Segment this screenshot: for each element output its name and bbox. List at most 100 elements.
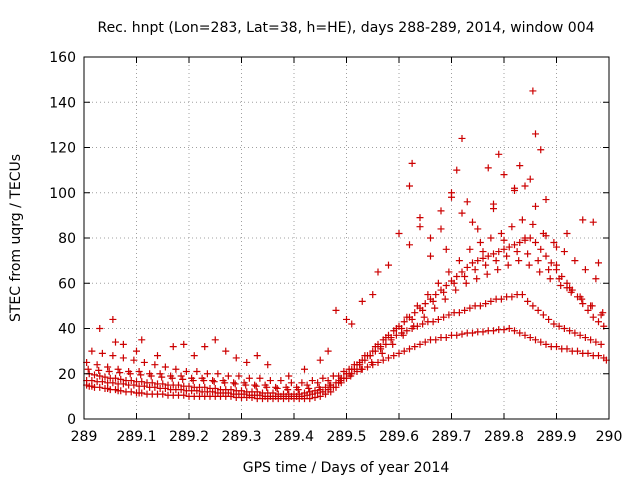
data-point — [256, 374, 264, 382]
data-point — [358, 297, 366, 305]
data-point — [284, 386, 292, 394]
data-point — [182, 367, 190, 375]
data-point — [555, 275, 563, 283]
data-point — [238, 387, 245, 395]
data-point — [264, 361, 272, 369]
y-tick-label: 100 — [49, 186, 76, 202]
data-point — [96, 372, 104, 380]
data-point — [484, 164, 492, 172]
data-point — [133, 347, 140, 355]
data-point — [374, 358, 382, 366]
data-point — [584, 306, 592, 314]
data-point — [513, 248, 521, 256]
data-point — [476, 239, 484, 247]
data-point — [463, 198, 471, 206]
data-point — [455, 257, 463, 265]
data-point — [324, 347, 332, 355]
data-point — [114, 365, 122, 373]
data-point — [105, 367, 113, 375]
data-point — [461, 306, 469, 314]
data-point — [542, 252, 550, 260]
data-point — [587, 336, 595, 344]
data-point — [127, 388, 135, 396]
data-point — [589, 313, 597, 321]
data-point — [463, 263, 471, 271]
data-point — [471, 266, 479, 274]
data-point — [532, 202, 539, 210]
data-point — [442, 245, 450, 253]
data-point — [419, 320, 427, 328]
x-tick-label: 289.5 — [326, 429, 366, 445]
data-point — [516, 239, 524, 247]
x-tick-label: 289 — [71, 429, 98, 445]
data-point — [403, 327, 411, 335]
x-tick-label: 289.7 — [431, 429, 471, 445]
data-point — [180, 340, 188, 348]
y-tick-label: 0 — [67, 412, 76, 428]
data-point — [159, 390, 167, 398]
data-point — [138, 378, 146, 386]
data-point — [490, 327, 497, 335]
data-point — [332, 306, 340, 314]
data-point — [434, 279, 442, 287]
data-point — [432, 291, 440, 299]
data-point — [203, 370, 211, 378]
data-point — [581, 266, 589, 274]
data-point — [347, 372, 355, 380]
data-point — [473, 275, 481, 283]
data-point — [314, 379, 322, 387]
data-point — [557, 282, 565, 290]
data-point — [455, 309, 463, 317]
data-point — [542, 340, 550, 348]
data-point — [221, 379, 229, 387]
data-point — [408, 315, 416, 323]
data-point — [495, 150, 503, 158]
x-axis-label: GPS time / Days of year 2014 — [243, 460, 450, 476]
data-point — [537, 146, 545, 154]
data-point — [592, 338, 600, 346]
y-axis-label: STEC from uqrg / TECUs — [8, 154, 24, 322]
data-point — [193, 367, 201, 375]
data-point — [421, 338, 429, 346]
data-point — [553, 343, 560, 351]
data-point — [179, 375, 187, 383]
data-point — [413, 302, 421, 310]
data-point — [445, 268, 453, 276]
data-point — [474, 257, 482, 265]
data-point — [96, 325, 104, 332]
data-point — [504, 261, 512, 269]
data-point — [427, 252, 434, 260]
data-point — [137, 371, 145, 379]
y-tick-label: 140 — [49, 95, 76, 111]
data-point — [95, 366, 103, 374]
y-tick-label: 120 — [49, 141, 76, 157]
data-point — [529, 220, 537, 228]
data-point — [416, 214, 424, 222]
data-point — [497, 229, 505, 237]
data-point — [168, 374, 176, 382]
data-point — [411, 343, 419, 351]
data-point — [469, 218, 476, 226]
data-point — [251, 381, 259, 389]
data-point — [266, 377, 274, 385]
data-point — [385, 261, 392, 269]
data-point — [109, 379, 117, 387]
data-point — [429, 318, 437, 326]
x-tick-label: 289.2 — [169, 429, 209, 445]
data-point — [361, 352, 369, 360]
data-point — [406, 182, 413, 190]
data-point — [336, 377, 344, 385]
data-point — [322, 383, 329, 391]
data-point — [138, 336, 146, 344]
data-point — [453, 272, 461, 280]
data-markers — [83, 87, 610, 403]
data-point — [273, 384, 281, 392]
data-point — [532, 130, 539, 138]
data-point — [458, 268, 466, 276]
data-point — [148, 379, 156, 387]
data-point — [529, 302, 537, 310]
data-point — [563, 229, 571, 237]
data-point — [369, 347, 377, 355]
data-point — [326, 381, 334, 389]
